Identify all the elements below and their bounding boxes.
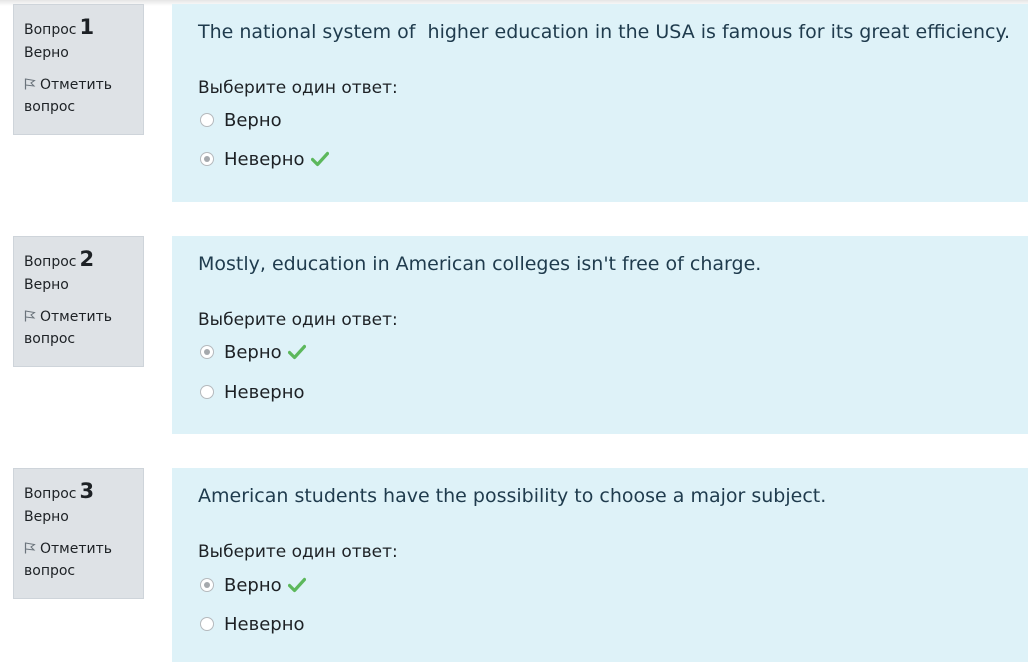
question-content-1: The national system of higher education …: [172, 4, 1028, 202]
radio-button[interactable]: [200, 113, 214, 127]
radio-button-selected[interactable]: [200, 578, 214, 592]
question-text: American students have the possibility t…: [198, 485, 827, 507]
flag-icon: [24, 310, 36, 322]
question-info-3: Вопрос 3 Верно Отметить вопрос: [13, 468, 144, 599]
answer-label: Неверно: [224, 614, 305, 635]
answer-prompt: Выберите один ответ:: [198, 542, 398, 562]
question-number-heading: Вопрос 1: [24, 14, 133, 40]
answer-label-wrap: Неверно: [224, 149, 329, 171]
flag-label-line2: вопрос: [24, 331, 76, 347]
question-label: Вопрос: [24, 22, 77, 38]
question-number: 3: [79, 479, 95, 503]
radio-button-selected[interactable]: [200, 152, 214, 166]
flag-label: Отметить: [40, 541, 113, 557]
question-number: 2: [79, 247, 95, 271]
answer-label-wrap: Верно: [224, 342, 306, 364]
question-content-2: Mostly, education in American colleges i…: [172, 236, 1028, 434]
check-icon: [287, 344, 306, 360]
question-info-1: Вопрос 1 Верно Отметить вопрос: [13, 4, 144, 135]
answer-label: Неверно: [224, 149, 305, 170]
question-info-2: Вопрос 2 Верно Отметить вопрос: [13, 236, 144, 367]
answer-label: Неверно: [224, 382, 305, 403]
answer-prompt: Выберите один ответ:: [198, 310, 398, 330]
answer-label: Верно: [224, 342, 282, 363]
flag-icon: [24, 78, 36, 90]
flag-question-link[interactable]: Отметить вопрос: [24, 538, 133, 582]
check-icon: [310, 151, 329, 167]
question-label: Вопрос: [24, 254, 77, 270]
flag-question-link[interactable]: Отметить вопрос: [24, 74, 133, 118]
flag-label: Отметить: [40, 77, 113, 93]
flag-icon: [24, 542, 36, 554]
question-content-3: American students have the possibility t…: [172, 468, 1028, 662]
answer-label: Верно: [224, 575, 282, 596]
question-number-heading: Вопрос 3: [24, 478, 133, 504]
flag-label-line2: вопрос: [24, 99, 76, 115]
answer-prompt: Выберите один ответ:: [198, 78, 398, 98]
question-state: Верно: [24, 509, 69, 525]
flag-question-link[interactable]: Отметить вопрос: [24, 306, 133, 350]
question-state: Верно: [24, 45, 69, 61]
header-shadow: [0, 0, 1028, 6]
question-text: Mostly, education in American colleges i…: [198, 253, 762, 275]
radio-button[interactable]: [200, 617, 214, 631]
question-number: 1: [79, 15, 95, 39]
radio-button-selected[interactable]: [200, 345, 214, 359]
question-text: The national system of higher education …: [198, 21, 1011, 43]
answer-label-wrap: Верно: [224, 575, 306, 597]
flag-label: Отметить: [40, 309, 113, 325]
question-state: Верно: [24, 277, 69, 293]
question-label: Вопрос: [24, 486, 77, 502]
flag-label-line2: вопрос: [24, 563, 76, 579]
check-icon: [287, 577, 306, 593]
radio-button[interactable]: [200, 385, 214, 399]
answer-label: Верно: [224, 110, 282, 131]
question-number-heading: Вопрос 2: [24, 246, 133, 272]
